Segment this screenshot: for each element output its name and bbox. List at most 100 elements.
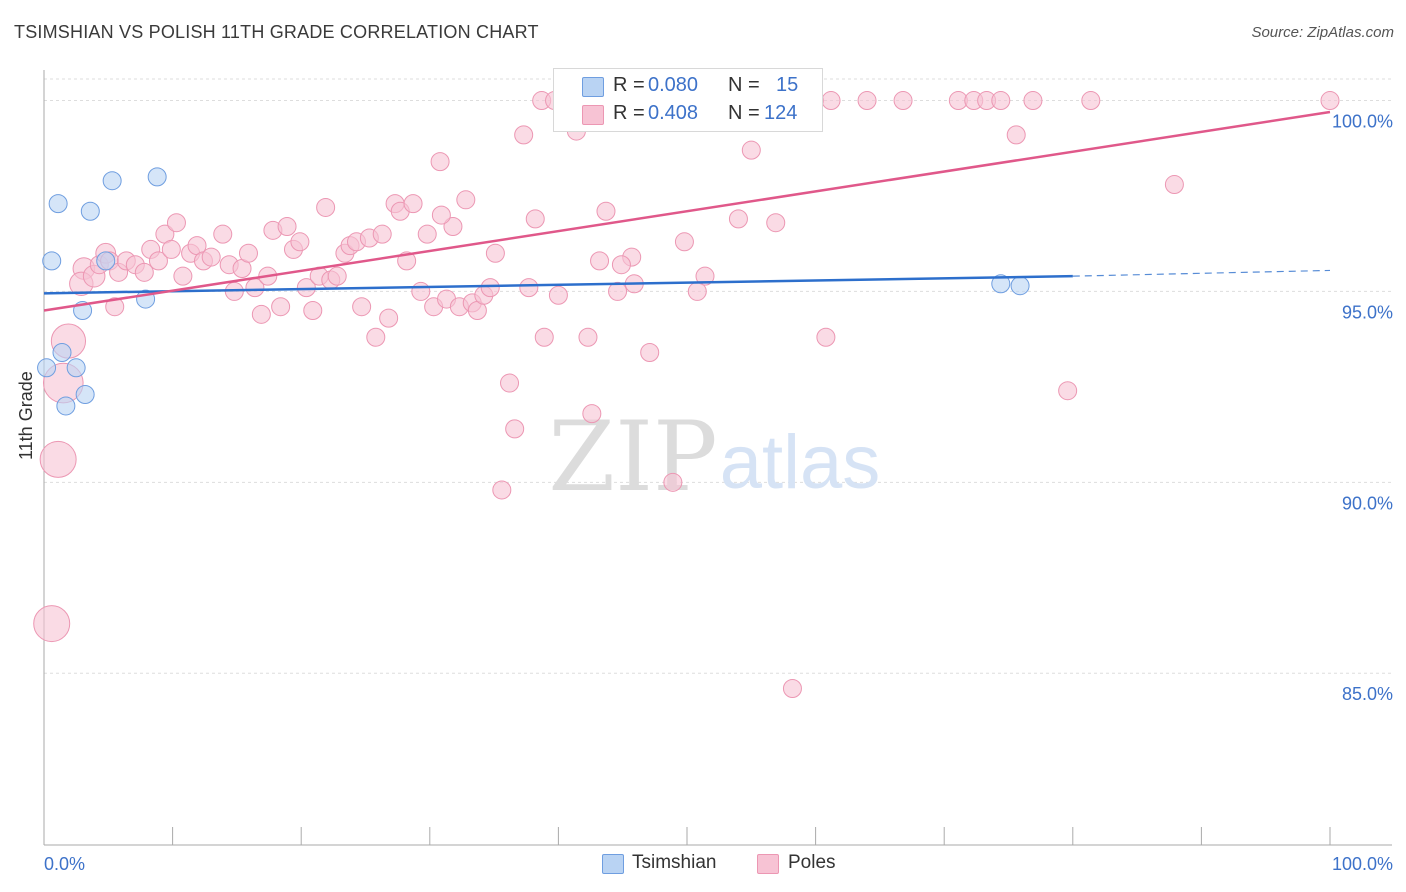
tsimshian-point <box>96 251 116 271</box>
y-tick-label: 100.0% <box>1332 112 1393 132</box>
poles-point <box>611 255 631 275</box>
poles-point <box>687 281 707 301</box>
watermark-atlas: atlas <box>720 420 881 505</box>
poles-point <box>105 297 125 317</box>
poles-point <box>271 297 291 317</box>
tsimshian-legend-label: Tsimshian <box>632 852 717 873</box>
poles-point <box>782 678 802 698</box>
poles-point <box>582 404 602 424</box>
watermark-zip: ZIP <box>548 401 717 513</box>
tsimshian-point <box>80 201 100 221</box>
poles-point <box>596 201 616 221</box>
y-tick-label: 90.0% <box>1342 493 1393 513</box>
poles-point <box>173 266 193 286</box>
tsimshian-point <box>102 171 122 191</box>
tsimshian-point <box>991 274 1011 294</box>
legend-r-label: R = <box>613 102 645 124</box>
tsimshian-trend-line <box>43 274 1073 295</box>
poles-points <box>33 91 1340 698</box>
poles-point <box>403 194 423 214</box>
poles-point <box>411 281 431 301</box>
poles-point <box>161 239 181 259</box>
tsimshian-point <box>147 167 167 187</box>
poles-point <box>590 251 610 271</box>
legend-row-tsimshian: R = 0.080 N = 15 <box>554 72 822 100</box>
poles-point <box>327 266 347 286</box>
poles-point <box>674 232 694 252</box>
poles-point <box>663 472 683 492</box>
legend-n-value: 124 <box>764 102 798 124</box>
legend-n-label: N = <box>728 102 760 124</box>
y-tick-label: 85.0% <box>1342 684 1393 704</box>
tsimshian-point <box>1010 276 1030 296</box>
tsimshian-point <box>56 396 76 416</box>
poles-legend-label: Poles <box>788 852 836 873</box>
poles-point <box>166 213 186 233</box>
poles-point <box>277 217 297 237</box>
poles-point <box>578 327 598 347</box>
poles-point <box>134 262 154 282</box>
tsimshian-swatch <box>582 77 604 97</box>
stats-legend: R = 0.080 N = 15 R = 0.408 N = 124 <box>553 68 823 132</box>
poles-point <box>148 251 168 271</box>
poles-point <box>379 308 399 328</box>
zipatlas-watermark: ZIP atlas <box>548 401 880 513</box>
poles-point <box>251 304 271 324</box>
poles-point <box>443 217 463 237</box>
poles-point <box>1164 175 1184 195</box>
axes <box>43 70 1392 846</box>
poles-point <box>1006 125 1026 145</box>
poles-point <box>525 209 545 229</box>
poles-point <box>492 480 512 500</box>
x-tick-label: 100.0% <box>1332 854 1393 874</box>
source-note: Source: ZipAtlas.com <box>1251 24 1394 41</box>
poles-point <box>500 373 520 393</box>
poles-point <box>485 243 505 263</box>
legend-row-poles: R = 0.408 N = 124 <box>554 100 822 128</box>
poles-point <box>741 140 761 160</box>
tick-labels: 85.0% 90.0% 95.0% 100.0% 0.0% 100.0% <box>44 112 1393 874</box>
poles-point <box>430 152 450 172</box>
legend-r-value: 0.080 <box>648 74 699 96</box>
poles-point <box>480 278 500 298</box>
poles-point <box>548 285 568 305</box>
poles-point <box>352 297 372 317</box>
legend-n-label: N = <box>728 74 760 96</box>
poles-point <box>201 247 221 267</box>
y-axis-label: 11th Grade <box>16 371 36 460</box>
poles-point <box>213 224 233 244</box>
poles-point <box>857 91 877 111</box>
poles-point <box>290 232 310 252</box>
legend-r-label: R = <box>613 74 645 96</box>
poles-point <box>534 327 554 347</box>
poles-point <box>417 224 437 244</box>
poles-point <box>893 91 913 111</box>
poles-point <box>640 343 660 363</box>
tsimshian-point <box>48 194 68 214</box>
poles-point <box>766 213 786 233</box>
chart-title: TSIMSHIAN VS POLISH 11TH GRADE CORRELATI… <box>14 22 539 42</box>
grid-lines <box>44 78 1392 674</box>
tsimshian-point <box>75 385 95 405</box>
poles-point <box>608 281 628 301</box>
tsimshian-point <box>52 343 72 363</box>
poles-point <box>519 278 539 298</box>
legend-n-value: 15 <box>776 74 799 96</box>
poles-point <box>303 301 323 321</box>
poles-point <box>238 243 258 263</box>
poles-point <box>695 266 715 286</box>
poles-point <box>316 197 336 217</box>
poles-point <box>816 327 836 347</box>
poles-point <box>728 209 748 229</box>
poles-point <box>1081 91 1101 111</box>
poles-point <box>372 224 392 244</box>
poles-point <box>366 327 386 347</box>
tsimshian-point <box>37 358 57 378</box>
poles-legend-swatch <box>757 854 779 874</box>
tsimshian-point <box>42 251 62 271</box>
legend-r-value: 0.408 <box>648 102 699 124</box>
poles-point <box>39 440 77 478</box>
poles-point <box>1058 381 1078 401</box>
tsimshian-point <box>66 358 86 378</box>
x-tick-label: 0.0% <box>44 854 85 874</box>
